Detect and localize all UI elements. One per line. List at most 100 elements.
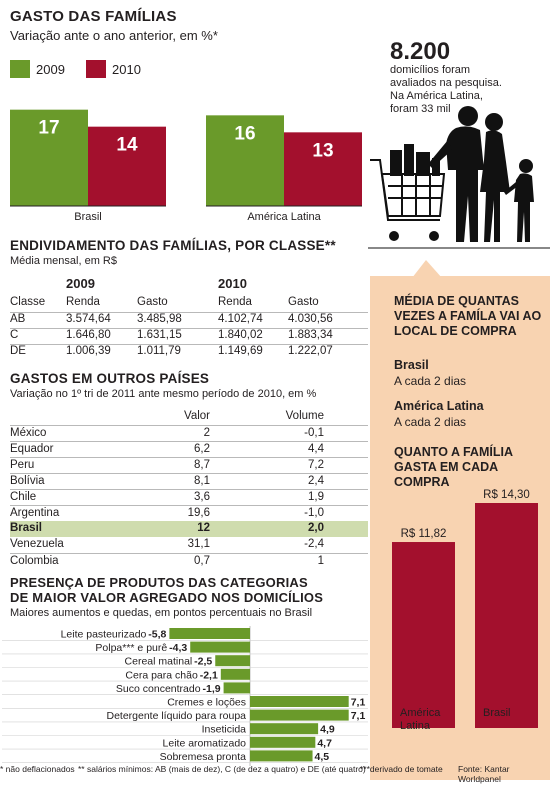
col-header-gasto-2010: Gasto (288, 296, 319, 308)
panel-title1-line1: MÉDIA DE QUANTAS (394, 294, 519, 308)
spend-bar (392, 542, 455, 728)
debt-row-value: 3.574,64 (66, 313, 111, 325)
col-header-classe: Classe (10, 296, 46, 308)
debt-row-value: 3.485,98 (137, 313, 182, 325)
survey-number: 8.200 (390, 38, 451, 65)
country-volume: -2,4 (304, 538, 324, 550)
bar-2010-1 (284, 132, 362, 206)
country-valor: 0,7 (194, 555, 210, 567)
country-valor: 6,2 (194, 443, 210, 455)
bar-2009-0 (10, 109, 88, 206)
country-valor: 31,1 (187, 538, 210, 550)
debt-row-value: 1.631,15 (137, 329, 182, 341)
debt-row-classe: DE (10, 345, 26, 357)
col-header-renda-2010: Renda (218, 296, 252, 308)
product-bar (169, 628, 250, 639)
panel-title2-line1: QUANTO A FAMÍLIA (394, 445, 513, 459)
product-value-label: -2,1 (200, 669, 218, 681)
country-name: Chile (10, 491, 37, 503)
section4-title: PRESENÇA DE PRODUTOS DAS CATEGORIAS DE M… (10, 575, 323, 605)
country-name: México (10, 427, 47, 439)
country-valor: 12 (197, 522, 210, 534)
table-row-highlighted: Brasil 12 2,0 (10, 521, 368, 537)
country-name: Bolívia (10, 475, 45, 487)
legend-swatch-2009 (10, 60, 30, 78)
debt-row-value: 1.006,39 (66, 345, 111, 357)
table-row: Chile 3,6 1,9 (10, 489, 368, 505)
product-category-label: Suco concentrado (116, 683, 201, 695)
col-header-volume: Volume (285, 410, 324, 422)
bar-2009-1 (206, 115, 284, 206)
debt-row-value: 1.646,80 (66, 329, 111, 341)
product-category-label: Polpa*** e purê (95, 642, 167, 654)
country-volume: -1,0 (304, 507, 324, 519)
divider (10, 328, 368, 329)
product-value-label: 7,1 (351, 710, 366, 722)
debt-row-classe: AB (10, 313, 26, 325)
year-2009-header: 2009 (66, 276, 95, 291)
divider (10, 312, 368, 313)
debt-row-value: 1.222,07 (288, 345, 333, 357)
panel-title2-line2: GASTA EM CADA COMPRA (394, 460, 498, 489)
col-header-gasto-2009: Gasto (137, 296, 168, 308)
bar-value-label: 13 (312, 140, 333, 161)
product-category-label: Detergente líquido para roupa (106, 710, 246, 722)
section4-subtitle: Maiores aumentos e quedas, em pontos per… (10, 607, 313, 619)
legend-label-2009: 2009 (36, 62, 65, 77)
debt-row-value: 1.011,79 (137, 345, 181, 357)
col-header-renda-2009: Renda (66, 296, 100, 308)
product-value-label: -5,8 (148, 629, 166, 641)
country-name: Colombia (10, 555, 59, 567)
spend-category-label: Brasil (483, 707, 511, 719)
section1-title: GASTO DAS FAMÍLIAS (10, 8, 177, 25)
footer-note3: ***derivado de tomate (360, 764, 443, 774)
section4-title-line1: PRESENÇA DE PRODUTOS DAS CATEGORIAS (10, 575, 308, 590)
table-row: Colombia 0,7 1 (10, 553, 368, 569)
survey-line2: avaliados na pesquisa. (390, 77, 502, 89)
panel-pointer-icon (412, 260, 442, 278)
country-volume: 1,9 (308, 491, 324, 503)
product-value-label: 4,5 (315, 751, 330, 763)
spend-category-label: América (400, 707, 441, 719)
product-category-label: Sobremesa pronta (160, 751, 247, 763)
spend-value-label: R$ 11,82 (401, 528, 447, 540)
section2-subtitle: Média mensal, em R$ (10, 255, 117, 267)
panel-brasil-label: Brasil (394, 358, 429, 372)
product-bar (250, 723, 319, 735)
country-volume: 2,4 (308, 475, 324, 487)
country-name: Argentina (10, 507, 60, 519)
product-category-label: Cremes e loções (167, 697, 246, 709)
survey-line3: Na América Latina, (390, 90, 483, 102)
category-label: Brasil (74, 211, 102, 223)
divider (10, 344, 368, 345)
country-name: Venezuela (10, 538, 64, 550)
category-label: América Latina (247, 211, 321, 223)
debt-row-classe: C (10, 329, 19, 341)
panel-title1: MÉDIA DE QUANTAS VEZES A FAMÍLA VAI AO L… (394, 294, 541, 339)
product-category-label: Cera para chão (125, 669, 198, 681)
product-category-label: Leite aromatizado (163, 737, 247, 749)
product-value-label: -4,3 (169, 642, 187, 654)
product-category-label: Cereal matinal (125, 656, 193, 668)
family-shopping-illustration (368, 106, 550, 249)
panel-title1-line2: VEZES A FAMÍLA VAI AO (394, 309, 542, 323)
country-valor: 2 (203, 427, 210, 439)
product-bar (220, 668, 250, 680)
product-bar (250, 736, 316, 748)
footer-source: Fonte: Kantar Worldpanel (458, 764, 510, 784)
footer-note1: * não deflacionados (0, 764, 75, 774)
table-row: México 2 -0,1 (10, 425, 368, 441)
year-2010-header: 2010 (218, 276, 247, 291)
country-volume: 4,4 (308, 443, 324, 455)
gasto-familias-chart: 17 14 Brasil 16 13 América Latina (10, 96, 372, 224)
survey-line4: foram 33 mil (390, 103, 451, 115)
section2-title: ENDIVIDAMENTO DAS FAMÍLIAS, POR CLASSE** (10, 238, 336, 253)
footer-note2: ** salários mínimos: AB (mais de dez), C… (78, 764, 366, 774)
product-bar (215, 655, 250, 667)
section4-title-line2: DE MAIOR VALOR AGREGADO NOS DOMICÍLIOS (10, 590, 324, 605)
produtos-diverging-chart: -5,8 Leite pasteurizado -4,3 Polpa*** e pur… (0, 626, 370, 766)
bar-value-label: 17 (38, 118, 59, 139)
section3-title: GASTOS EM OUTROS PAÍSES (10, 371, 210, 386)
product-category-label: Leite pasteurizado (61, 629, 147, 641)
panel-al-value: A cada 2 dias (394, 415, 467, 429)
